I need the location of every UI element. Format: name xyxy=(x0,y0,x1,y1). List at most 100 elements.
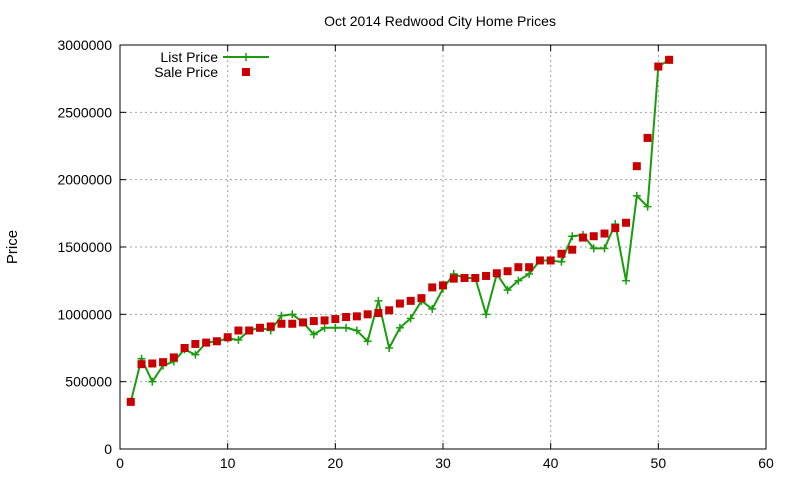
sale-price-point xyxy=(363,310,372,319)
legend-label-list-price: List Price xyxy=(160,49,218,65)
list-price-line xyxy=(129,58,670,403)
list-price-point xyxy=(374,296,383,305)
sale-price-point xyxy=(331,315,340,324)
list-price-point xyxy=(288,310,297,319)
y-axis-title: Price xyxy=(4,230,21,264)
sale-price-point xyxy=(169,353,178,362)
list-price-point xyxy=(428,304,437,313)
list-price-point xyxy=(148,377,157,386)
sale-price-point xyxy=(654,62,663,71)
sale-price-point xyxy=(417,294,426,303)
list-price-point xyxy=(589,244,598,253)
sale-price-point xyxy=(525,263,534,272)
sale-price-point xyxy=(299,318,308,327)
list-price-point xyxy=(406,314,415,323)
list-price-point xyxy=(191,350,200,359)
list-price-point xyxy=(557,257,566,266)
sale-price-point xyxy=(535,256,544,265)
sale-price-point xyxy=(385,306,394,315)
sale-price-point xyxy=(643,133,652,142)
y-tick-label: 1000000 xyxy=(57,306,112,322)
sale-price-point xyxy=(546,256,555,265)
sale-price-point xyxy=(374,308,383,317)
sale-price-point xyxy=(665,55,674,64)
sale-price-point xyxy=(557,249,566,258)
sale-price-point xyxy=(439,281,447,290)
x-tick-label: 30 xyxy=(435,455,451,471)
sale-price-point xyxy=(406,296,415,305)
list-price-point xyxy=(395,323,404,332)
sale-price-point xyxy=(600,229,609,238)
x-tick-label: 40 xyxy=(543,455,559,471)
y-tick-label: 2500000 xyxy=(57,104,112,120)
list-price-point xyxy=(331,323,340,332)
sale-price-point xyxy=(212,337,221,346)
sale-price-point xyxy=(632,162,641,171)
sale-price-point xyxy=(589,232,598,241)
list-price-point xyxy=(309,330,318,339)
list-price-point xyxy=(352,326,361,335)
list-price-point xyxy=(600,244,609,253)
list-price-point xyxy=(622,276,631,285)
list-price-point xyxy=(503,286,512,295)
sale-price-point xyxy=(202,338,211,347)
list-price-point xyxy=(385,344,394,352)
list-price-point xyxy=(363,337,372,346)
list-price-point xyxy=(643,202,652,211)
list-price-series xyxy=(126,55,674,406)
sale-price-point xyxy=(148,359,157,368)
y-tick-label: 1500000 xyxy=(57,239,112,255)
list-price-point xyxy=(514,276,523,285)
chart-title: Oct 2014 Redwood City Home Prices xyxy=(324,13,556,29)
sale-price-point xyxy=(460,273,469,282)
x-tick-label: 60 xyxy=(758,455,774,471)
sale-price-point xyxy=(126,397,135,406)
sale-price-point xyxy=(255,323,264,332)
list-price-point xyxy=(482,310,491,319)
sale-price-point xyxy=(622,218,631,227)
sale-price-point xyxy=(266,322,275,331)
list-price-point xyxy=(342,323,351,332)
list-price-point xyxy=(320,323,329,332)
sale-price-point xyxy=(277,319,286,328)
sale-price-point xyxy=(180,344,189,352)
list-price-point xyxy=(568,232,577,241)
sale-price-series xyxy=(126,55,674,406)
list-price-point xyxy=(525,269,534,278)
sale-price-point xyxy=(578,233,587,242)
sale-price-point xyxy=(342,313,351,322)
grid-lines xyxy=(120,45,766,449)
x-tick-label: 50 xyxy=(651,455,667,471)
sale-price-point xyxy=(137,360,146,369)
legend-marker-list-price xyxy=(242,53,250,61)
x-tick-label: 0 xyxy=(116,455,124,471)
tick-labels: 0 500000 1000000 1500000 2000000 2500000 30000… xyxy=(57,37,774,471)
list-price-point xyxy=(234,335,243,344)
sale-price-point xyxy=(482,271,491,280)
sale-price-point xyxy=(352,312,361,321)
sale-price-point xyxy=(245,326,254,335)
x-tick-label: 20 xyxy=(328,455,344,471)
x-tick-label: 10 xyxy=(220,455,236,471)
sale-price-point xyxy=(191,339,200,348)
axes xyxy=(119,44,767,450)
list-price-point xyxy=(277,311,286,320)
sale-price-point xyxy=(223,333,232,342)
sale-price-point xyxy=(492,269,501,278)
y-tick-label: 3000000 xyxy=(57,37,112,53)
legend-marker-sale-price xyxy=(242,68,250,76)
legend-label-sale-price: Sale Price xyxy=(154,64,218,80)
sale-price-point xyxy=(288,319,297,328)
sale-price-point xyxy=(471,273,480,282)
sale-price-point xyxy=(514,263,523,272)
sale-price-point xyxy=(568,245,577,254)
sale-price-point xyxy=(428,283,437,292)
y-tick-label: 2000000 xyxy=(57,172,112,188)
sale-price-point xyxy=(309,317,318,326)
list-price-point xyxy=(632,191,641,200)
y-tick-label: 0 xyxy=(104,441,112,457)
sale-price-point xyxy=(234,326,243,335)
